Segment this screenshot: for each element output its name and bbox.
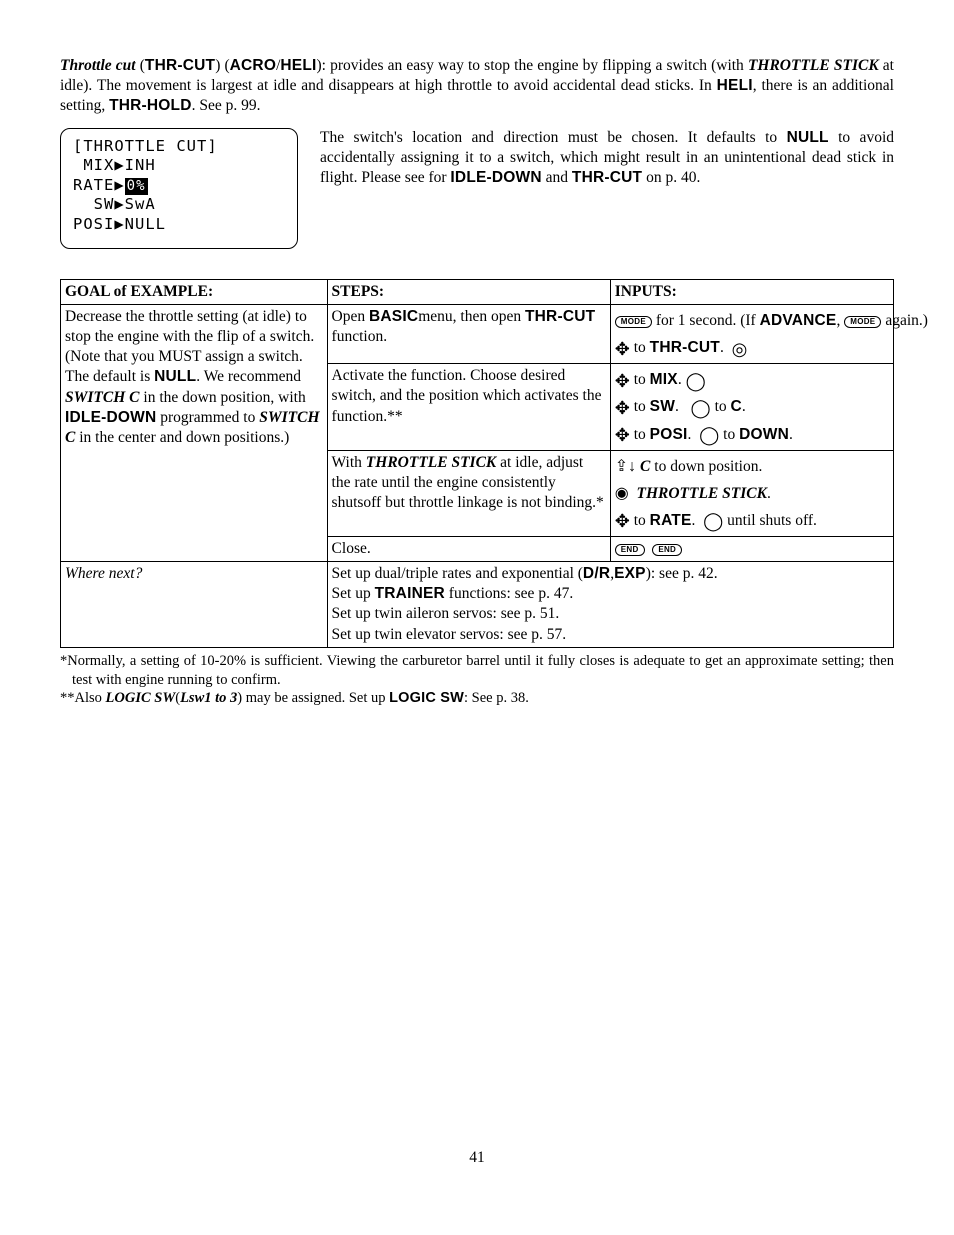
steps-1: Open BASICmenu, then open THR-CUT functi… bbox=[327, 305, 610, 364]
intro-paragraph: Throttle cut (THR-CUT) (ACRO/HELI): prov… bbox=[60, 56, 894, 116]
intro-title: Throttle cut bbox=[60, 57, 136, 74]
footnote-2: **Also LOGIC SW(Lsw1 to 3) may be assign… bbox=[60, 689, 894, 708]
goal-cell: Decrease the throttle setting (at idle) … bbox=[61, 305, 328, 562]
inputs-2: ✥ to MIX. ◯ ✥ to SW. ◯ to C. ✥ to POSI. … bbox=[610, 364, 893, 450]
inputs-3: ⇪↓ C to down position. ◉ THROTTLE STICK.… bbox=[610, 450, 893, 536]
footnote-1: *Normally, a setting of 10-20% is suffic… bbox=[60, 652, 894, 690]
where-next-label: Where next? bbox=[61, 562, 328, 648]
header-steps: STEPS: bbox=[327, 279, 610, 304]
example-table: GOAL of EXAMPLE: STEPS: INPUTS: Decrease… bbox=[60, 279, 894, 648]
lcd-display: [THROTTLE CUT] MIX▶INH RATE▶0% SW▶SwA PO… bbox=[60, 128, 298, 249]
header-inputs: INPUTS: bbox=[610, 279, 893, 304]
steps-3: With THROTTLE STICK at idle, adjust the … bbox=[327, 450, 610, 536]
page-number: 41 bbox=[60, 1148, 894, 1168]
inputs-4: END END bbox=[610, 537, 893, 562]
where-next-body: Set up dual/triple rates and exponential… bbox=[327, 562, 893, 648]
steps-4: Close. bbox=[327, 537, 610, 562]
mode-icon: MODE bbox=[844, 316, 881, 328]
switch-note: The switch's location and direction must… bbox=[320, 128, 894, 188]
inputs-1: MODE for 1 second. (If ADVANCE, MODE aga… bbox=[610, 305, 893, 364]
footnotes: *Normally, a setting of 10-20% is suffic… bbox=[60, 652, 894, 709]
header-goal: GOAL of EXAMPLE: bbox=[61, 279, 328, 304]
end-icon: END bbox=[652, 544, 682, 556]
mode-icon: MODE bbox=[615, 316, 652, 328]
end-icon: END bbox=[615, 544, 645, 556]
steps-2: Activate the function. Choose desired sw… bbox=[327, 364, 610, 450]
